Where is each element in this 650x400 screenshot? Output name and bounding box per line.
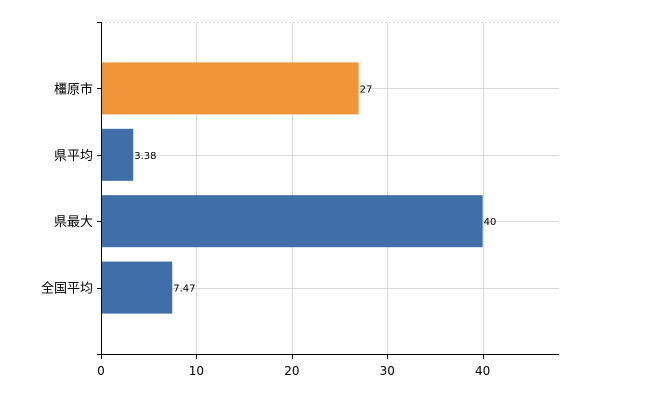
bars: [101, 62, 483, 314]
data-label: 7.47: [173, 284, 195, 295]
bar-4: [101, 261, 173, 314]
category-label: 県平均: [54, 149, 93, 164]
x-tick-label: 0: [97, 364, 105, 378]
bar-3: [101, 195, 483, 248]
bar-1: [101, 62, 359, 115]
x-tick-label: 10: [189, 364, 204, 378]
x-tick-label: 20: [284, 364, 299, 378]
data-label: 40: [484, 217, 497, 228]
category-label: 全国平均: [41, 281, 93, 297]
x-tick-label: 30: [380, 364, 395, 378]
data-label: 27: [360, 84, 373, 95]
bar-2: [101, 128, 134, 181]
data-label: 3.38: [134, 151, 156, 162]
category-label: 橿原市: [54, 81, 93, 97]
axes: [97, 22, 559, 359]
category-label: 県最大: [54, 215, 93, 230]
x-tick-label: 40: [475, 364, 490, 378]
